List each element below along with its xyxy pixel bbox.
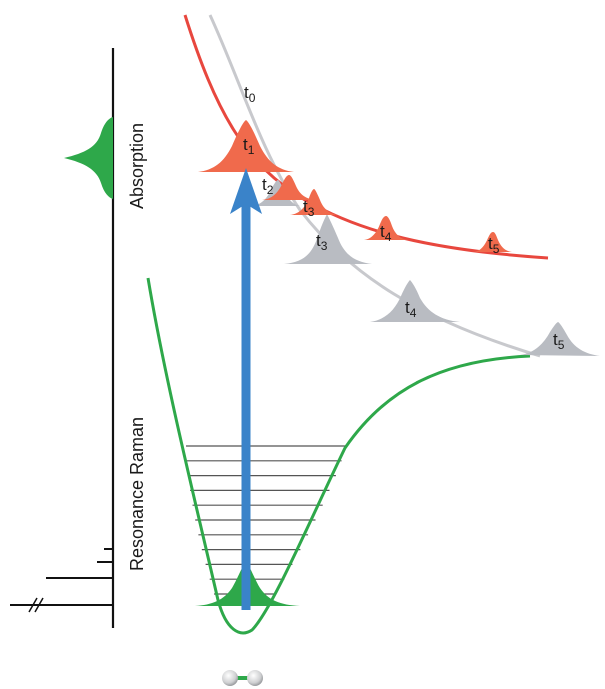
red-wavepacket-t2 xyxy=(262,175,316,200)
label-t4-red: t4 xyxy=(380,222,392,244)
axis-break-mark xyxy=(34,597,44,613)
excited-state-potential-gray xyxy=(208,14,541,358)
red-wavepacket-t3 xyxy=(290,189,338,215)
red-wavepacket-t4 xyxy=(364,216,408,240)
label-t1: t1 xyxy=(243,135,255,157)
label-t2: t2 xyxy=(262,175,274,197)
resonance-raman-label: Resonance Raman xyxy=(127,417,147,571)
axis-break-mark xyxy=(28,597,38,613)
label-t3-gray: t3 xyxy=(316,231,328,253)
ground-state-potential xyxy=(146,277,531,635)
red-wavepacket-t1 xyxy=(198,120,294,172)
excitation-arrow-head xyxy=(230,168,262,214)
gray-wavepacket-t4 xyxy=(370,280,460,322)
gray-wavepacket-t3 xyxy=(284,214,372,264)
label-t0: t0 xyxy=(244,83,256,105)
gray-wavepacket-t5 xyxy=(520,322,600,356)
label-t3-red: t3 xyxy=(303,197,315,219)
red-wavepacket-t5 xyxy=(474,232,512,252)
diatomic-molecule-icon xyxy=(222,670,263,686)
label-t5-red: t5 xyxy=(488,234,500,256)
absorption-label: Absorption xyxy=(127,123,147,209)
label-t4-gray: t4 xyxy=(405,298,417,320)
label-t5-gray: t5 xyxy=(553,330,565,352)
absorption-peak xyxy=(64,117,113,199)
